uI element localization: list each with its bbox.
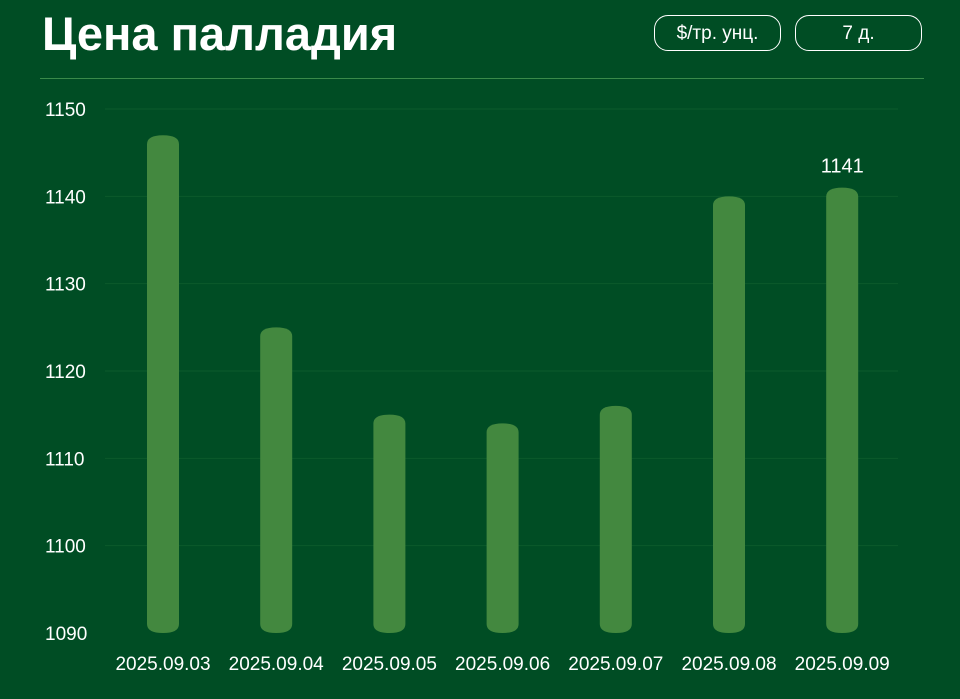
bar-2025.09.04[interactable] — [260, 327, 293, 633]
x-tick-label: 2025.09.09 — [795, 654, 890, 675]
bar-2025.09.09[interactable] — [826, 187, 859, 633]
y-tick-label: 1100 — [45, 537, 86, 558]
x-tick-label: 2025.09.07 — [568, 654, 663, 675]
y-tick-label: 1110 — [45, 449, 84, 470]
y-tick-label: 1090 — [45, 624, 87, 645]
x-tick-label: 2025.09.06 — [455, 654, 550, 675]
y-tick-label: 1140 — [45, 187, 86, 208]
x-tick-label: 2025.09.03 — [115, 654, 210, 675]
bar-2025.09.06[interactable] — [486, 423, 519, 633]
bar-2025.09.05[interactable] — [373, 414, 406, 633]
x-tick-label: 2025.09.04 — [229, 654, 325, 675]
y-tick-label: 1120 — [45, 362, 86, 383]
unit-selector-button[interactable]: $/тр. унц. — [654, 15, 781, 51]
bar-2025.09.03[interactable] — [147, 135, 179, 633]
bar-2025.09.07[interactable] — [599, 405, 632, 633]
y-tick-label: 1130 — [45, 275, 86, 296]
x-tick-label: 2025.09.05 — [342, 654, 437, 675]
bar-2025.09.08[interactable] — [713, 196, 745, 634]
bar-value-label: 1141 — [821, 156, 864, 178]
header-divider — [40, 78, 924, 79]
y-tick-label: 1150 — [45, 100, 86, 121]
period-selector-button[interactable]: 7 д. — [795, 15, 922, 51]
page-title: Цена палладия — [42, 7, 398, 60]
x-tick-label: 2025.09.08 — [681, 654, 776, 675]
